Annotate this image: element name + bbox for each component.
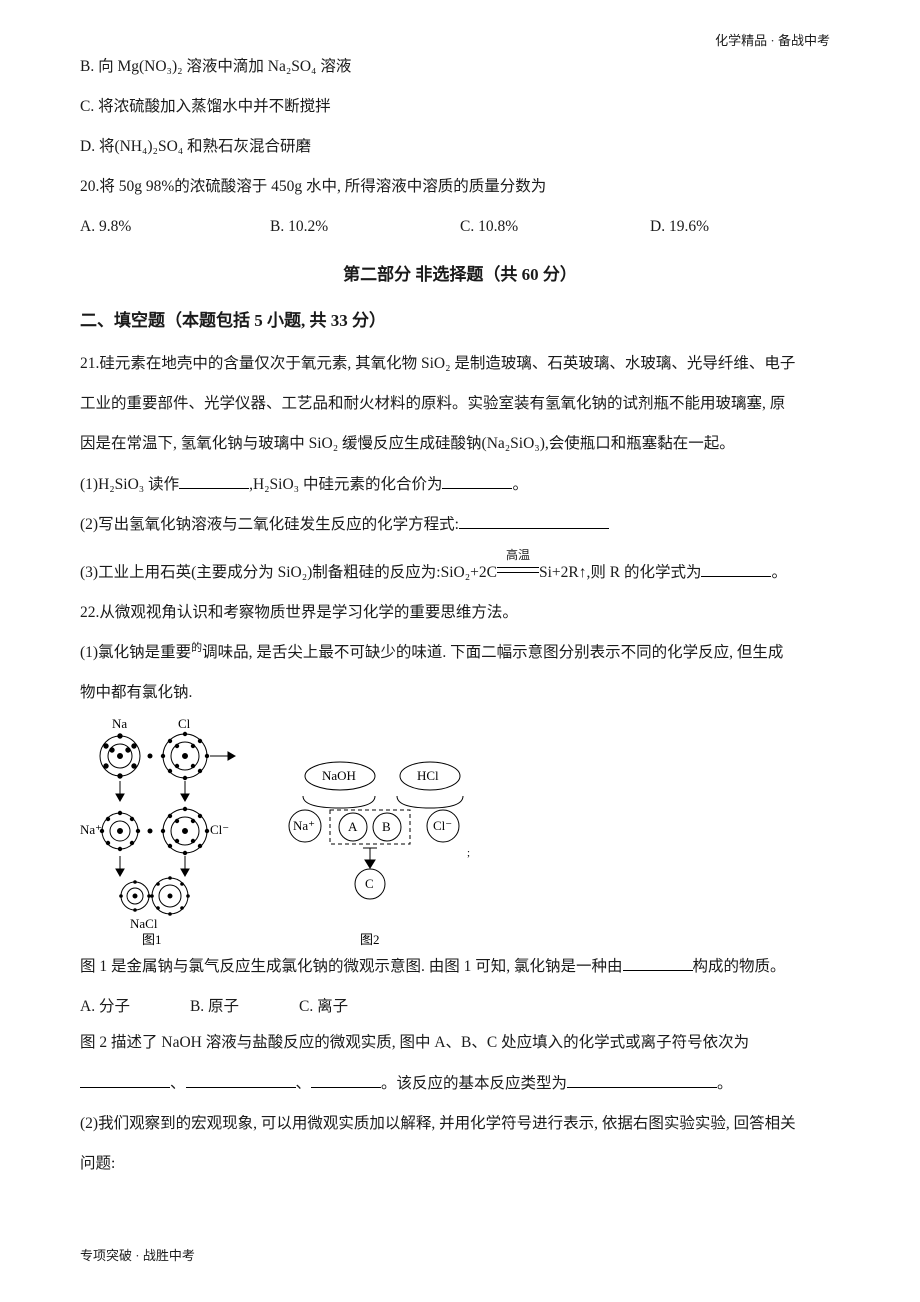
svg-text:Cl: Cl — [178, 716, 191, 731]
q21-p2: (2)写出氢氧化钠溶液与二氧化硅发生反应的化学方程式: — [80, 516, 459, 533]
svg-text:NaOH: NaOH — [322, 768, 356, 783]
q21-line3: 因是在常温下, 氢氧化钠与玻璃中 SiO₂ 缓慢反应生成硅酸钠(Na₂SiO₃)… — [80, 427, 840, 461]
blank — [442, 472, 512, 489]
q20-opt-c: C. 10.8% — [460, 210, 650, 244]
blank — [701, 560, 771, 577]
q21-part2: (2)写出氢氧化钠溶液与二氧化硅发生反应的化学方程式: — [80, 508, 840, 542]
svg-text:Na⁺: Na⁺ — [80, 822, 102, 837]
blank — [311, 1071, 381, 1088]
q22-desc1a: 图 1 是金属钠与氯气反应生成氯化钠的微观示意图. 由图 1 可知, 氯化钠是一… — [80, 958, 623, 975]
content-body: B. 向 Mg(NO₃)₂ 溶液中滴加 Na₂SO₄ 溶液 C. 将浓硫酸加入蒸… — [80, 50, 840, 1181]
q22-opt-c: C. 离子 — [299, 990, 348, 1024]
svg-text:B: B — [382, 819, 391, 834]
q22-p1b: 调味品, 是舌尖上最不可缺少的味道. 下面二幅示意图分别表示不同的化学反应, 但… — [202, 644, 783, 661]
svg-text:C: C — [365, 876, 374, 891]
section2-title: 第二部分 非选择题（共 60 分） — [80, 256, 840, 293]
blank — [623, 955, 693, 972]
q21-part1: (1)H₂SiO₃ 读作 ,H₂SiO₃ 中硅元素的化合价为 。 — [80, 468, 840, 502]
q20-opt-b: B. 10.2% — [270, 210, 460, 244]
sep3: 。该反应的基本反应类型为 — [381, 1075, 567, 1092]
sep1: 、 — [170, 1075, 186, 1092]
blank — [186, 1071, 296, 1088]
q-option-b: B. 向 Mg(NO₃)₂ 溶液中滴加 Na₂SO₄ 溶液 — [80, 50, 840, 84]
svg-text:Na⁺: Na⁺ — [293, 818, 315, 833]
q22-desc2: 图 2 描述了 NaOH 溶液与盐酸反应的微观实质, 图中 A、B、C 处应填入… — [80, 1026, 840, 1060]
svg-text:Cl⁻: Cl⁻ — [433, 818, 452, 833]
q-option-c: C. 将浓硫酸加入蒸馏水中并不断搅拌 — [80, 90, 840, 124]
q21: 21.硅元素在地壳中的含量仅次于氧元素, 其氧化物 SiO₂ 是制造玻璃、石英玻… — [80, 347, 840, 590]
q20-opt-d: D. 19.6% — [650, 210, 840, 244]
q22-p1-line2: 物中都有氯化钠. — [80, 676, 840, 710]
diagrams-svg: Na Cl — [80, 716, 500, 946]
blank — [80, 1071, 170, 1088]
q20-options: A. 9.8% B. 10.2% C. 10.8% D. 19.6% — [80, 210, 840, 244]
blank — [567, 1071, 717, 1088]
q21-line2: 工业的重要部件、光学仪器、工艺品和耐火材料的原料。实验室装有氢氧化钠的试剂瓶不能… — [80, 387, 840, 421]
q21-part3: (3)工业上用石英(主要成分为 SiO₂)制备粗硅的反应为:SiO₂+2C高温S… — [80, 556, 840, 590]
diagram-area: Na Cl — [80, 716, 840, 946]
svg-text:图2: 图2 — [360, 932, 380, 946]
q22-desc2-blanks: 、 、 。该反应的基本反应类型为 。 — [80, 1067, 840, 1101]
q21-p3a: (3)工业上用石英(主要成分为 SiO₂)制备粗硅的反应为:SiO₂+2C — [80, 564, 497, 581]
q22-figure-opts: A. 分子 B. 原子 C. 离子 — [80, 990, 840, 1024]
svg-text:NaCl: NaCl — [130, 916, 158, 931]
q22-p1-line1: (1)氯化钠是重要的调味品, 是舌尖上最不可缺少的味道. 下面二幅示意图分别表示… — [80, 636, 840, 670]
header-right: 化学精品 · 备战中考 — [715, 30, 830, 49]
q21-line1: 21.硅元素在地壳中的含量仅次于氧元素, 其氧化物 SiO₂ 是制造玻璃、石英玻… — [80, 347, 840, 381]
q22-desc1: 图 1 是金属钠与氯气反应生成氯化钠的微观示意图. 由图 1 可知, 氯化钠是一… — [80, 950, 840, 984]
q20-stem: 20.将 50g 98%的浓硫酸溶于 450g 水中, 所得溶液中溶质的质量分数… — [80, 170, 840, 204]
q22-de: 的 — [191, 642, 202, 654]
footer-left: 专项突破 · 战胜中考 — [80, 1245, 195, 1264]
q21-p3b: Si+2R↑,则 R 的化学式为 — [539, 564, 701, 581]
svg-text:HCl: HCl — [417, 768, 439, 783]
q22-desc1b: 构成的物质。 — [693, 958, 786, 975]
svg-text:Cl⁻: Cl⁻ — [210, 822, 229, 837]
q22-p1a: (1)氯化钠是重要 — [80, 644, 191, 661]
blank — [179, 472, 249, 489]
q-option-d: D. 将(NH₄)₂SO₄ 和熟石灰混合研磨 — [80, 130, 840, 164]
q22-p2-line1: (2)我们观察到的宏观现象, 可以用微观实质加以解释, 并用化学符号进行表示, … — [80, 1107, 840, 1141]
sep2: 、 — [296, 1075, 312, 1092]
q21-p3c: 。 — [771, 564, 787, 581]
q22-stem: 22.从微观视角认识和考察物质世界是学习化学的重要思维方法。 — [80, 596, 840, 630]
q21-p1b: ,H₂SiO₃ 中硅元素的化合价为 — [249, 476, 442, 493]
q21-p1c: 。 — [512, 476, 528, 493]
svg-text:图1: 图1 — [142, 932, 162, 946]
fill-title: 二、填空题（本题包括 5 小题, 共 33 分） — [80, 302, 840, 339]
reaction-arrow: 高温 — [497, 556, 539, 590]
reaction-condition: 高温 — [497, 542, 539, 568]
svg-text:A: A — [348, 819, 358, 834]
page: 化学精品 · 备战中考 B. 向 Mg(NO₃)₂ 溶液中滴加 Na₂SO₄ 溶… — [0, 0, 920, 1302]
svg-text:Na: Na — [112, 716, 127, 731]
q22-opt-b: B. 原子 — [190, 990, 239, 1024]
q21-p1a: (1)H₂SiO₃ 读作 — [80, 476, 179, 493]
sep4: 。 — [717, 1075, 733, 1092]
svg-text:;: ; — [467, 847, 470, 859]
q22-p2-line2: 问题: — [80, 1147, 840, 1181]
blank — [459, 512, 609, 529]
q22-opt-a: A. 分子 — [80, 990, 130, 1024]
q20-opt-a: A. 9.8% — [80, 210, 270, 244]
